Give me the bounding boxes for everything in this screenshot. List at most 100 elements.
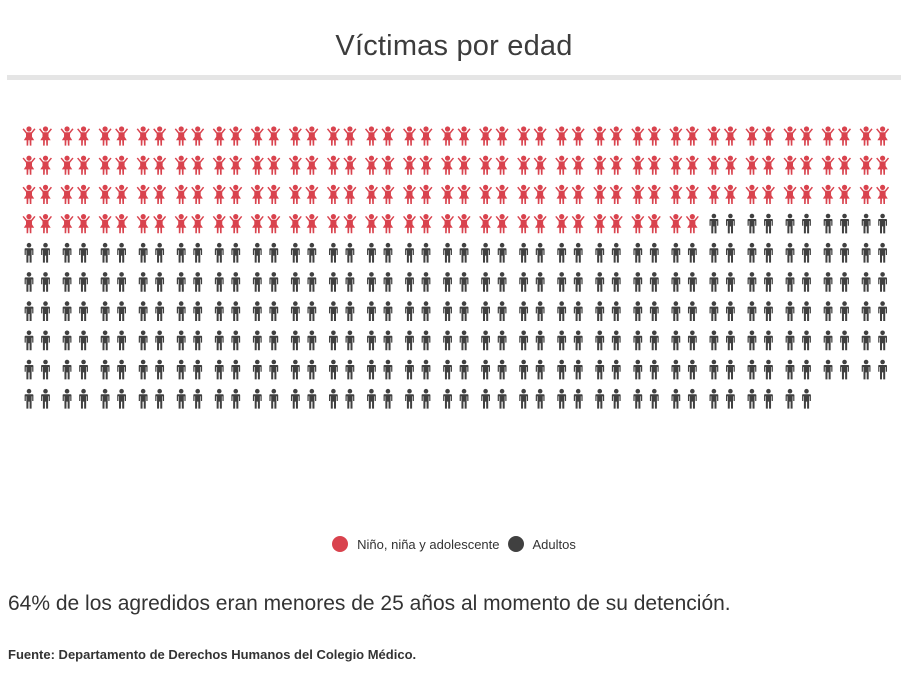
adult-icon [747,330,757,351]
adult-icon [307,359,317,380]
child-icon [609,184,623,204]
adult-icon [421,388,431,409]
adult-icon [443,359,452,380]
adult-icon [345,388,355,409]
adult-icon [671,272,681,292]
adult-icon [481,242,490,263]
adult-icon [840,330,849,351]
child-icon [98,214,112,234]
legend-label-children: Niño, niña y adolescente [357,536,500,552]
adult-icon [497,272,507,292]
child-icon [571,184,585,204]
adult-icon [231,272,241,292]
child-icon [761,155,775,175]
adult-icon [79,242,88,263]
adult-icon [726,242,735,263]
child-icon [403,155,416,175]
adult-icon [443,301,452,321]
adult-icon [252,272,262,292]
adult-icon [421,301,431,321]
legend-label-adults: Adultos [532,536,576,552]
adult-icon [269,388,279,409]
adult-icon [497,388,507,409]
child-icon [479,184,493,204]
adult-icon [176,330,186,351]
adult-icon [687,301,697,321]
adult-icon [726,330,735,351]
adult-icon [459,359,469,380]
adult-icon [193,272,203,292]
adult-icon [802,388,811,409]
adult-icon [861,242,871,263]
child-icon [441,184,455,204]
child-icon [364,126,378,146]
child-icon [457,184,471,204]
child-icon [153,155,167,175]
child-icon [685,155,699,175]
child-icon [821,155,835,175]
child-icon [631,155,645,175]
adult-icon [193,359,203,380]
adult-icon [573,388,583,409]
adult-icon [138,330,148,351]
adult-icon [519,272,529,292]
legend-item-children[interactable]: Niño, niña y adolescente [332,536,500,552]
child-icon [745,184,759,204]
child-icon [288,126,302,146]
child-icon [876,184,890,204]
child-icon [479,126,493,146]
adult-icon [557,242,567,263]
adult-icon [785,388,795,409]
child-icon [457,214,471,234]
adult-icon [329,359,338,380]
adult-icon [497,359,507,380]
chart-legend: Niño, niña y adolescente Adultos [0,536,908,552]
adult-icon [519,242,529,263]
adult-icon [785,301,795,321]
child-icon [191,184,205,204]
adult-icon [649,242,659,263]
adult-icon [573,242,583,263]
adult-icon [840,359,849,380]
adult-icon [100,359,110,380]
adult-icon [573,301,583,321]
adult-icon [155,272,165,292]
adult-icon [269,359,279,380]
adult-icon [802,242,811,263]
adult-icon [687,359,697,380]
child-icon [838,184,852,204]
adult-icon [535,272,545,292]
child-icon [191,126,205,146]
child-icon [229,214,243,234]
adult-icon [41,301,50,321]
adult-icon [671,330,681,351]
adult-icon [611,242,621,263]
adult-icon [345,301,355,321]
adult-icon [252,242,262,263]
adult-icon [709,301,719,321]
adult-icon [557,272,567,292]
adult-icon [329,272,338,292]
adult-icon [193,242,203,263]
child-icon [419,126,433,146]
adult-icon [367,388,376,409]
adult-icon [878,301,887,321]
child-icon [250,126,264,146]
child-icon [800,155,813,175]
adult-icon [878,213,887,234]
child-icon [419,155,433,175]
child-icon [343,214,357,234]
child-icon [326,126,340,146]
adult-icon [861,213,871,234]
adult-icon [252,301,262,321]
adult-icon [535,301,545,321]
child-icon [800,126,813,146]
adult-icon [557,301,567,321]
child-icon [647,184,661,204]
adult-icon [764,301,773,321]
child-icon [631,214,645,234]
legend-item-adults[interactable]: Adultos [507,536,576,552]
legend-swatch-children [332,536,349,552]
adult-icon [861,272,871,292]
adult-icon [345,330,355,351]
